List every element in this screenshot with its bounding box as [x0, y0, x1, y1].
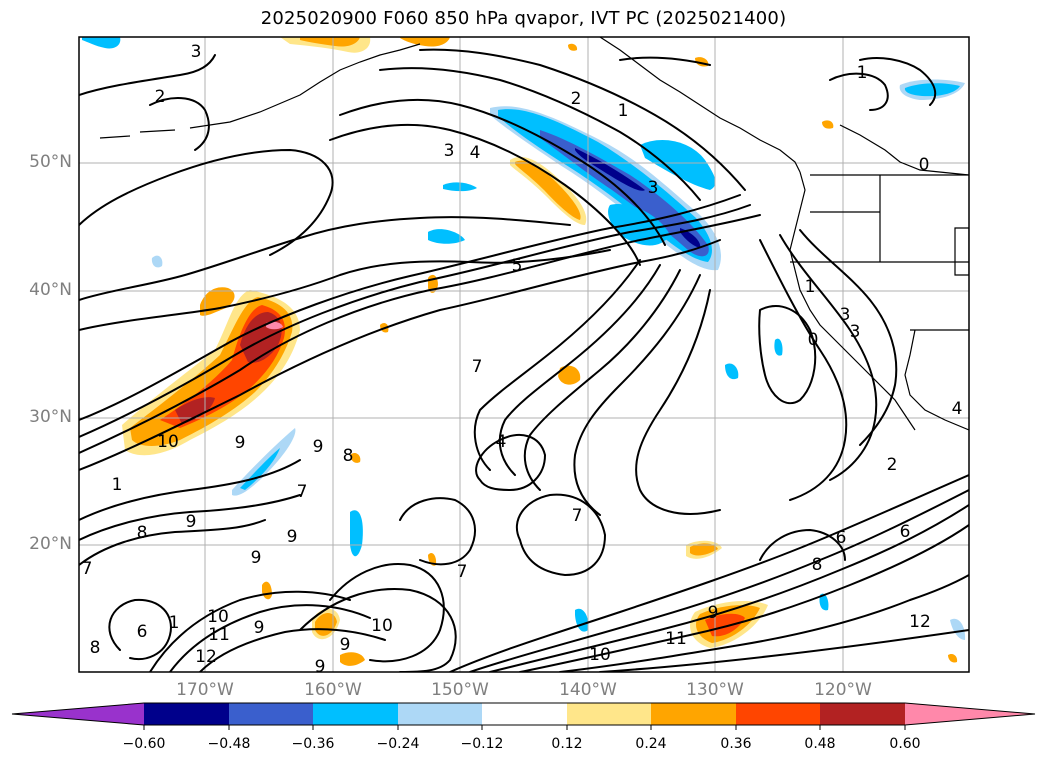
contour-label: 8: [343, 446, 354, 466]
contour-label: 1: [112, 475, 123, 495]
colorbar-tick-label: 0.12: [551, 736, 583, 752]
contour-label: 6: [137, 622, 148, 642]
colorbar-tick-label: −0.12: [460, 736, 504, 752]
contour-label: 3: [840, 305, 851, 325]
contour-label: 3: [850, 322, 861, 342]
plot-frame: [78, 36, 970, 673]
contour-label: 8: [812, 555, 823, 575]
contour-label: 2: [887, 455, 898, 475]
contour-label: 11: [208, 625, 230, 645]
colorbar-tick-label: 0.36: [720, 736, 752, 752]
contour-label: 7: [472, 357, 483, 377]
colorbar: [11, 702, 1036, 730]
contour-label: 8: [137, 523, 148, 543]
contour-label: 11: [665, 629, 687, 649]
contour-label: 9: [235, 433, 246, 453]
contour-label: 4: [470, 143, 481, 163]
colorbar-tick-label: 0.24: [635, 736, 667, 752]
contour-label-group: 3 2 3 4 2 1 1 0 3 5 7 4 3 3 0 1 10 9 9 8…: [82, 42, 963, 677]
colorbar-tick-label: −0.24: [376, 736, 420, 752]
lon-label-140w: 140°W: [559, 680, 617, 700]
contour-label: 1: [857, 63, 868, 83]
coastlines: [99, 37, 969, 431]
contour-label: 9: [315, 657, 326, 677]
lon-label-130w: 130°W: [686, 680, 744, 700]
contour-label: 7: [82, 559, 93, 579]
colorbar-segment: [820, 703, 905, 725]
contour-label: 1: [805, 277, 816, 297]
colorbar-segment: [567, 703, 651, 725]
contour-label: 5: [512, 256, 523, 276]
ivt-contours: [79, 48, 969, 672]
contour-label: 3: [444, 141, 455, 161]
colorbar-segment: [482, 703, 567, 725]
colorbar-segment: [398, 703, 482, 725]
colorbar-tick-label: 0.48: [804, 736, 836, 752]
contour-label: 0: [919, 155, 930, 175]
contour-label: 8: [90, 638, 101, 658]
contour-label: 9: [186, 512, 197, 532]
contour-label: 6: [836, 528, 847, 548]
graticule: [79, 37, 969, 672]
lat-label-20n: 20°N: [29, 534, 72, 554]
contour-label: 10: [589, 645, 611, 665]
colorbar-tick-label: −0.48: [207, 736, 251, 752]
contour-label: 9: [254, 618, 265, 638]
contour-label: 3: [191, 42, 202, 62]
qvapor-shading: [82, 37, 966, 666]
lon-label-120w: 120°W: [814, 680, 872, 700]
lat-label-50n: 50°N: [29, 152, 72, 172]
colorbar-segment: [736, 703, 820, 725]
map-title: 2025020900 F060 850 hPa qvapor, IVT PC (…: [260, 8, 787, 29]
colorbar-extend-left: [12, 703, 144, 725]
contour-label: 1: [169, 613, 180, 633]
colorbar-tick-label: −0.36: [291, 736, 335, 752]
lat-label-40n: 40°N: [29, 280, 72, 300]
contour-label: 0: [808, 330, 819, 350]
lon-label-160w: 160°W: [304, 680, 362, 700]
colorbar-tick-label: 0.60: [889, 736, 921, 752]
contour-label: 9: [708, 603, 719, 623]
contour-label: 10: [157, 432, 179, 452]
contour-label: 10: [207, 607, 229, 627]
contour-label: 7: [457, 562, 468, 582]
contour-label: 2: [155, 87, 166, 107]
contour-label: 9: [313, 437, 324, 457]
contour-label: 3: [648, 178, 659, 198]
colorbar-tick-label: −0.60: [122, 736, 166, 752]
colorbar-segment: [313, 703, 398, 725]
contour-label: 9: [340, 635, 351, 655]
contour-label: 4: [496, 432, 507, 452]
contour-label: 12: [195, 647, 217, 667]
lon-label-150w: 150°W: [431, 680, 489, 700]
contour-label: 12: [909, 612, 931, 632]
contour-label: 1: [618, 101, 629, 121]
colorbar-segment: [651, 703, 736, 725]
contour-label: 9: [251, 548, 262, 568]
contour-label: 10: [371, 616, 393, 636]
colorbar-extend-right: [905, 703, 1035, 725]
contour-label: 4: [952, 399, 963, 419]
contour-label: 7: [297, 482, 308, 502]
colorbar-segment: [144, 703, 229, 725]
contour-label: 7: [572, 506, 583, 526]
lon-label-170w: 170°W: [176, 680, 234, 700]
colorbar-segment: [229, 703, 313, 725]
contour-label: 6: [900, 522, 911, 542]
contour-label: 2: [571, 89, 582, 109]
contour-label: 9: [287, 527, 298, 547]
lat-label-30n: 30°N: [29, 407, 72, 427]
